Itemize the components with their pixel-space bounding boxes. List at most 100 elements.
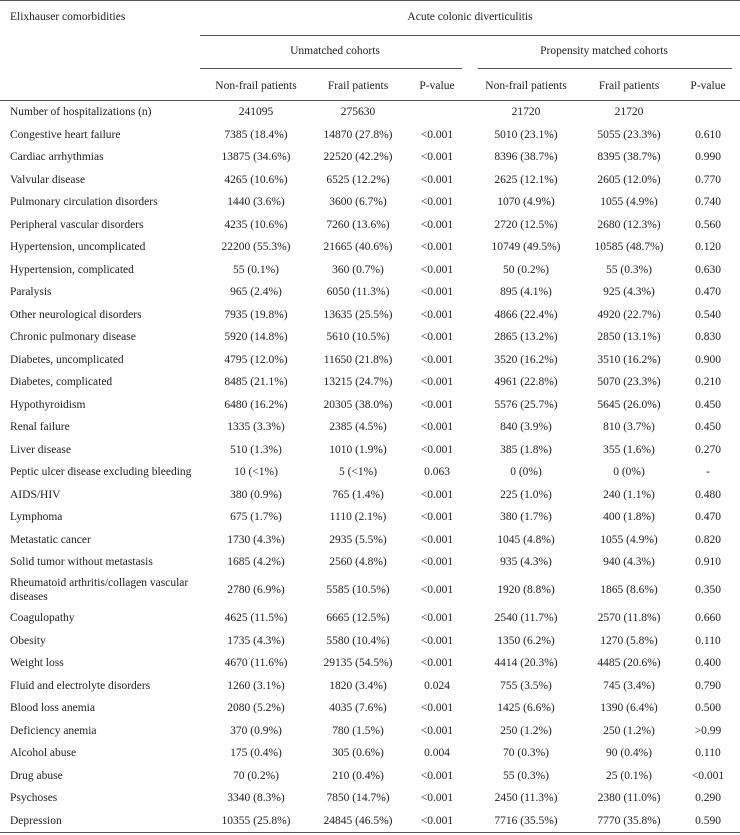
row-label: Hypothyroidism (10, 398, 86, 411)
cell: 4920 (22.7%) (597, 308, 661, 321)
rule (0, 832, 740, 833)
cell: 5070 (23.3%) (597, 376, 661, 389)
cell: 755 (3.5%) (500, 679, 552, 692)
cell: 840 (3.9%) (500, 421, 552, 434)
row-label: Obesity (10, 634, 46, 647)
cell: 6480 (16.2%) (224, 398, 288, 411)
cell: 0.900 (695, 353, 721, 366)
cell: 0.910 (695, 556, 721, 569)
cell: 0.350 (695, 584, 721, 597)
row-label: Depression (10, 814, 62, 827)
cell: <0.001 (420, 173, 454, 186)
cell: 4625 (11.5%) (224, 612, 288, 625)
row-label: Paralysis (10, 286, 52, 299)
cell: 2540 (11.7%) (494, 612, 558, 625)
cell: 0 (0%) (510, 466, 542, 479)
cell: <0.001 (420, 792, 454, 805)
cell: 21720 (614, 106, 644, 119)
row-label: Alcohol abuse (10, 747, 77, 760)
row-label: Weight loss (10, 657, 64, 670)
cell: 510 (1.3%) (230, 443, 282, 456)
cell: 0.630 (695, 263, 721, 276)
cell: <0.001 (420, 308, 454, 321)
cell: 0.110 (695, 634, 721, 647)
column-header: Frail patients (598, 80, 660, 92)
row-label: Cardiac arrhythmias (10, 151, 104, 164)
cell: 4670 (11.6%) (224, 657, 288, 670)
cell: 1045 (4.8%) (497, 533, 555, 546)
cell: 70 (0.2%) (233, 769, 279, 782)
cell: 5055 (23.3%) (597, 128, 661, 141)
cell: 90 (0.4%) (606, 747, 652, 760)
cell: <0.001 (420, 151, 454, 164)
cell: 0.790 (695, 679, 721, 692)
row-label: Fluid and electrolyte disorders (10, 679, 151, 692)
cell: 2865 (13.2%) (494, 331, 558, 344)
cell: 11650 (21.8%) (323, 353, 393, 366)
cell: 250 (1.2%) (603, 724, 655, 737)
cell: 210 (0.4%) (332, 769, 384, 782)
cell: 0.770 (695, 173, 721, 186)
cell: <0.001 (420, 241, 454, 254)
cell: 22200 (55.3%) (221, 241, 291, 254)
cell: 175 (0.4%) (230, 747, 282, 760)
cell: 7850 (14.7%) (326, 792, 390, 805)
cell: 2720 (12.5%) (494, 218, 558, 231)
cell: 935 (4.3%) (500, 556, 552, 569)
cell: 10749 (49.5%) (491, 241, 561, 254)
cell: 1865 (8.6%) (600, 584, 658, 597)
cell: 1425 (6.6%) (497, 702, 555, 715)
cell: <0.001 (420, 443, 454, 456)
row-label: Lymphoma (10, 511, 63, 524)
cell: 5580 (10.4%) (326, 634, 390, 647)
cell: 925 (4.3%) (603, 286, 655, 299)
cell: 7935 (19.8%) (224, 308, 288, 321)
row-label: Hypertension, complicated (10, 263, 134, 276)
cell: 3340 (8.3%) (227, 792, 285, 805)
cell: 6665 (12.5%) (326, 612, 390, 625)
cell: 1070 (4.9%) (497, 196, 555, 209)
cell: 0.120 (695, 241, 721, 254)
cell: 3600 (6.7%) (329, 196, 387, 209)
cell: 3520 (16.2%) (494, 353, 558, 366)
row-label: Other neurological disorders (10, 308, 142, 321)
cell: <0.001 (420, 398, 454, 411)
cell: 2780 (6.9%) (227, 584, 285, 597)
cell: 5 (<1%) (338, 466, 378, 479)
cell: <0.001 (420, 634, 454, 647)
row-label: Renal failure (10, 421, 70, 434)
cell: 360 (0.7%) (332, 263, 384, 276)
row-label: Rheumatoid arthritis/collagen vascular d… (10, 577, 189, 604)
cell: 0.660 (695, 612, 721, 625)
cell: 765 (1.4%) (332, 488, 384, 501)
cell: 1735 (4.3%) (227, 634, 285, 647)
row-label: Peptic ulcer disease excluding bleeding (10, 466, 192, 479)
cell: 745 (3.4%) (603, 679, 655, 692)
rule (200, 35, 740, 36)
cell: 10585 (48.7%) (594, 241, 664, 254)
cell: 965 (2.4%) (230, 286, 282, 299)
row-label: Liver disease (10, 443, 71, 456)
cell: 5576 (25.7%) (494, 398, 558, 411)
cell: 5645 (26.0%) (597, 398, 661, 411)
cell: <0.001 (420, 376, 454, 389)
column-header: Frail patients (327, 80, 389, 92)
cell: 1335 (3.3%) (227, 421, 285, 434)
cell: 7260 (13.6%) (326, 218, 390, 231)
cell: <0.001 (420, 286, 454, 299)
cell: <0.001 (420, 584, 454, 597)
cell: 6525 (12.2%) (326, 173, 390, 186)
row-label: Deficiency anemia (10, 724, 97, 737)
cell: <0.001 (420, 556, 454, 569)
cell: <0.001 (420, 814, 454, 827)
cell: 0.270 (695, 443, 721, 456)
cell: 0.480 (695, 488, 721, 501)
cell: 250 (1.2%) (500, 724, 552, 737)
cell: 20305 (38.0%) (323, 398, 393, 411)
cell: - (706, 466, 710, 479)
cell: 21720 (511, 106, 541, 119)
cell: 1110 (2.1%) (329, 511, 387, 524)
cell: 2080 (5.2%) (227, 702, 285, 715)
rule (478, 68, 732, 69)
cell: <0.001 (420, 511, 454, 524)
